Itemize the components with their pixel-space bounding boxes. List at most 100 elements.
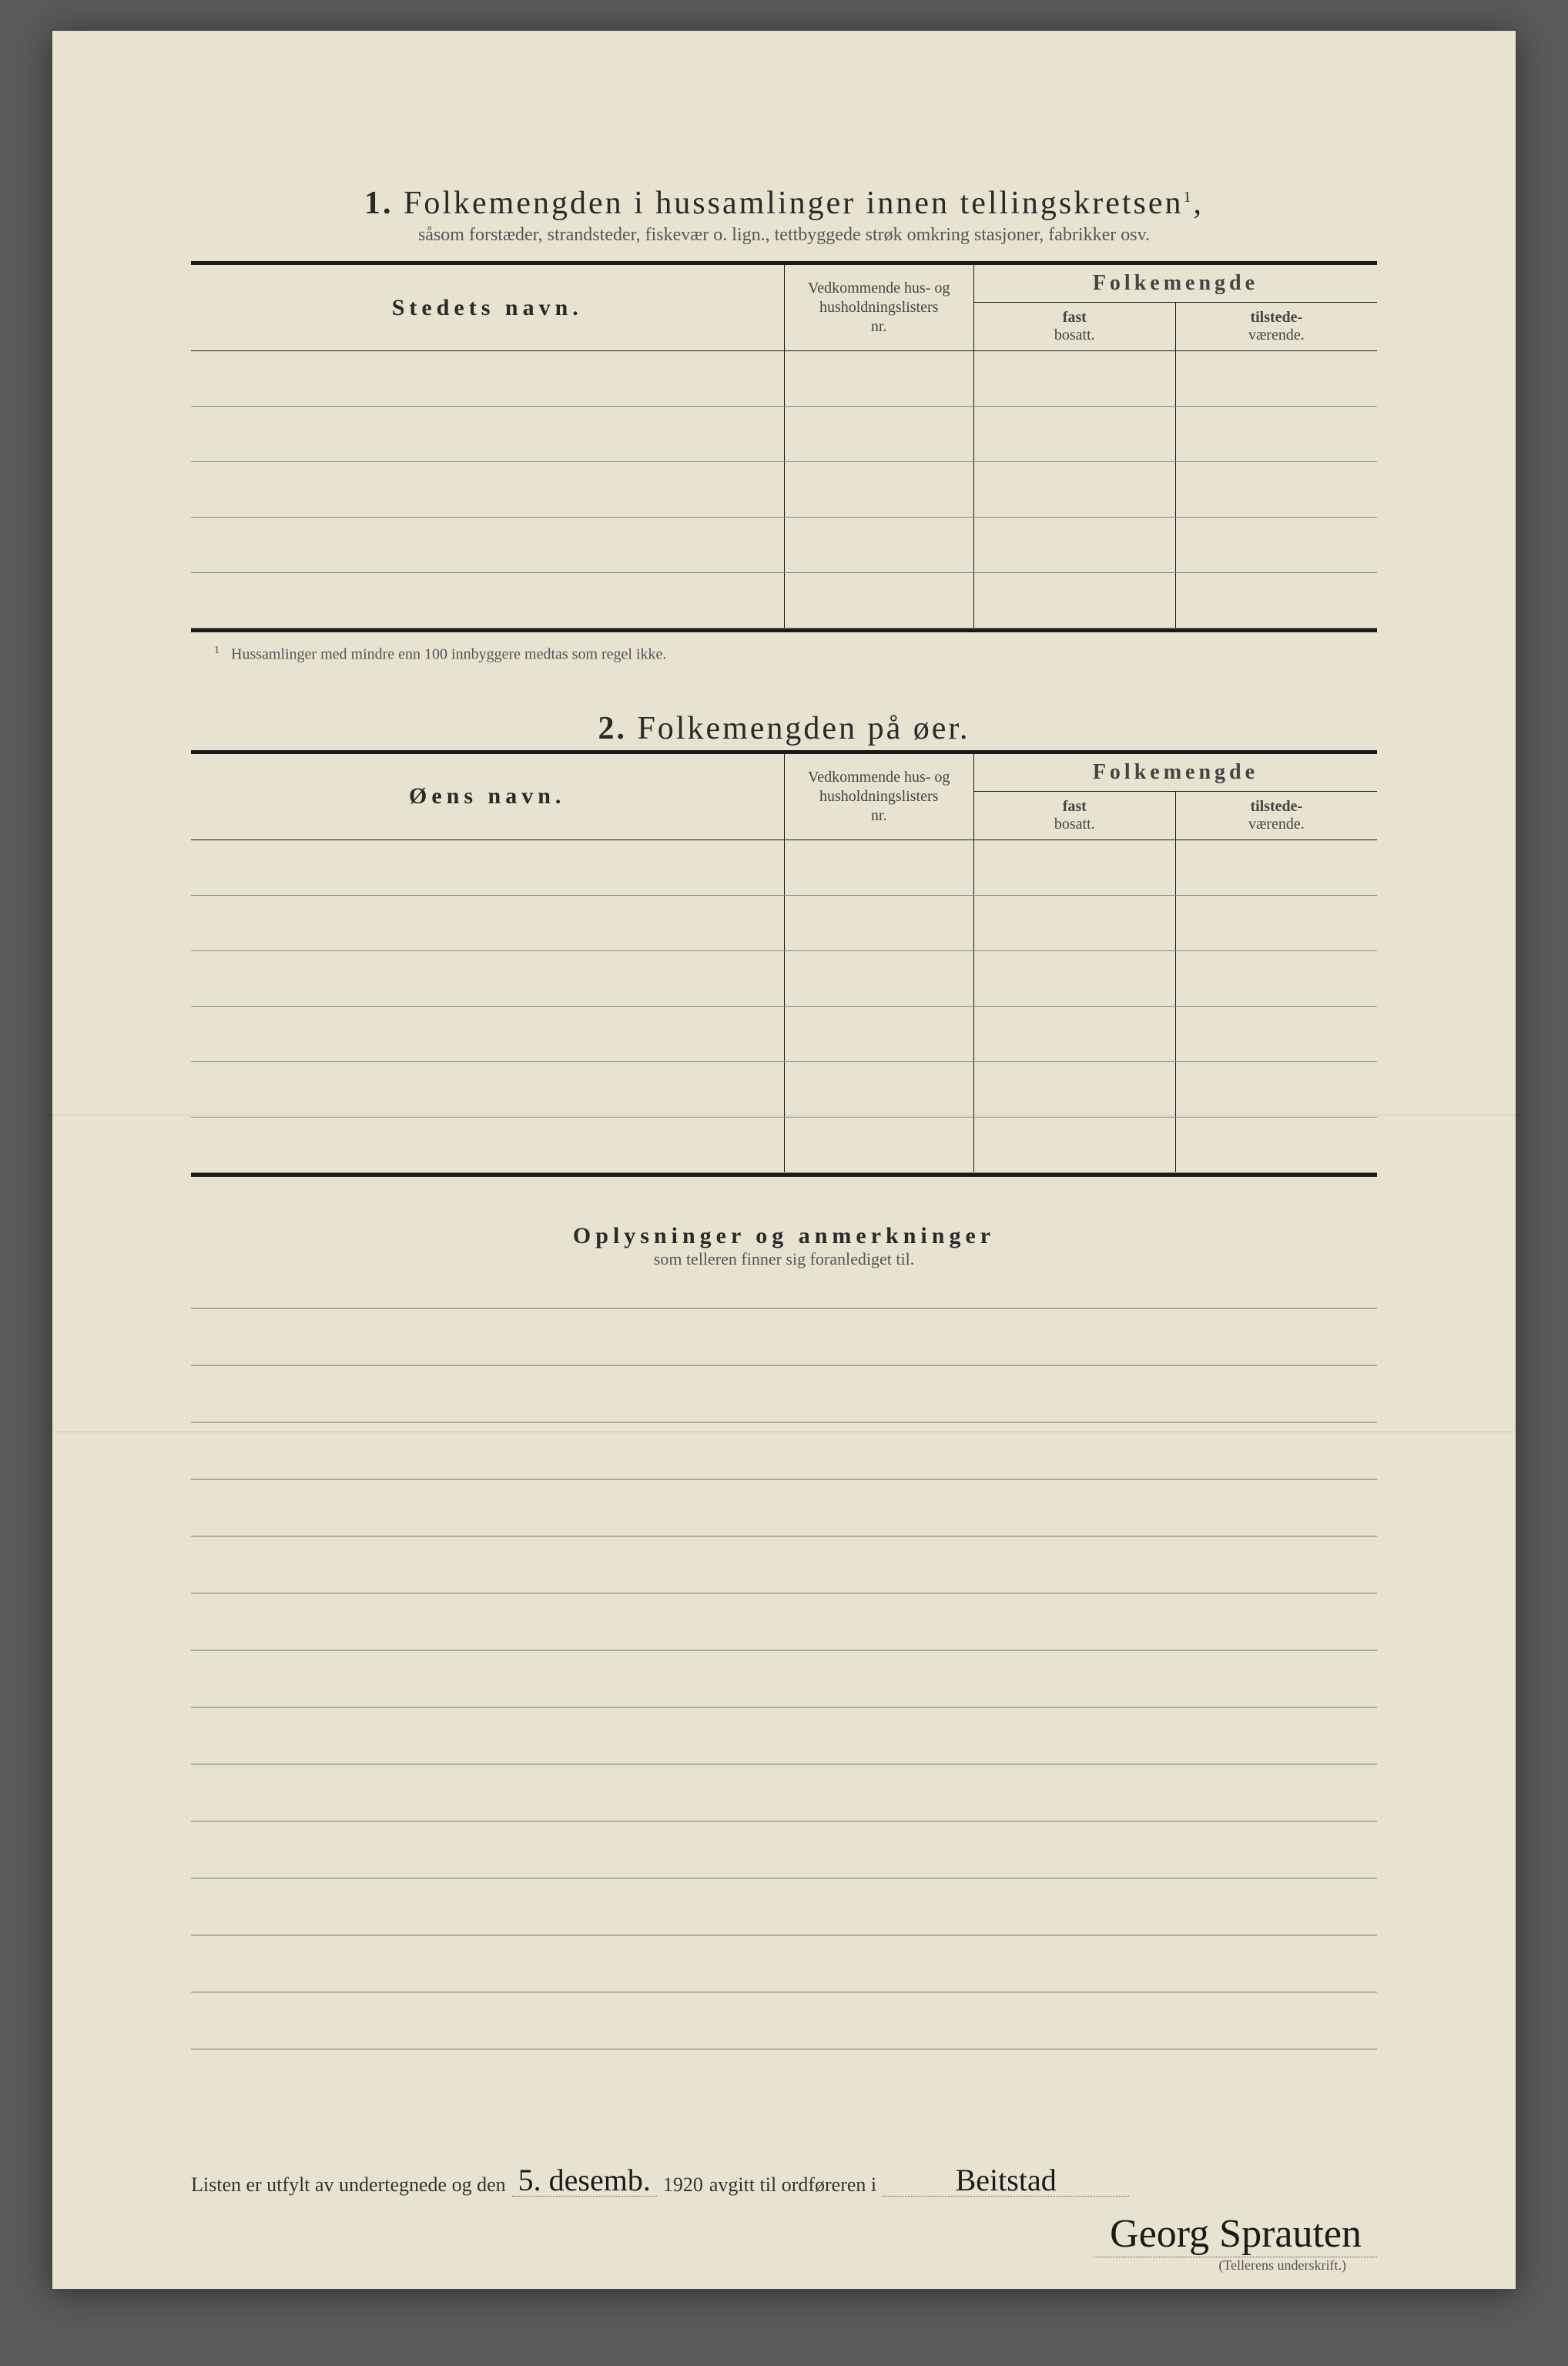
cell-tilstede: [1175, 950, 1377, 1006]
ruled-line: [191, 1821, 1377, 1878]
section1-subtitle: såsom forstæder, strandsteder, fiskevær …: [191, 225, 1377, 246]
table-row: [191, 839, 1377, 895]
cell-tilstede: [1175, 1117, 1377, 1172]
table-row: [191, 462, 1377, 518]
cell-name: [191, 573, 784, 628]
ruled-line: [191, 1707, 1377, 1764]
table-row: [191, 1006, 1377, 1061]
cell-name: [191, 462, 784, 518]
section3-title: Oplysninger og anmerkninger: [191, 1223, 1377, 1249]
section1-title-main: Folkemengden i hussamlinger innen tellin…: [404, 186, 1184, 221]
ruled-line: [191, 1594, 1377, 1651]
cell-name: [191, 950, 784, 1006]
cell-fast: [973, 351, 1175, 407]
cell-fast: [973, 518, 1175, 573]
section1-title-sup: 1: [1184, 189, 1194, 206]
col-tilstede: tilstede- værende.: [1175, 303, 1377, 351]
cell-nr: [784, 839, 973, 895]
cell-tilstede: [1175, 839, 1377, 895]
table-row: [191, 407, 1377, 462]
section2-number: 2.: [598, 711, 627, 746]
cell-name: [191, 407, 784, 462]
section1-title: 1. Folkemengden i hussamlinger innen tel…: [191, 185, 1377, 222]
cell-tilstede: [1175, 518, 1377, 573]
ruled-line: [191, 1992, 1377, 2049]
cell-nr: [784, 573, 973, 628]
section3-subtitle: som telleren finner sig foranlediget til…: [191, 1249, 1377, 1269]
cell-nr: [784, 351, 973, 407]
sig-year: 1920: [663, 2173, 703, 2197]
section2-title-main: Folkemengden på øer.: [637, 711, 970, 746]
table-row: [191, 1117, 1377, 1172]
col-fast: fast bosatt.: [973, 303, 1175, 351]
table-row: [191, 895, 1377, 950]
cell-nr: [784, 1061, 973, 1117]
sig-name-handwritten: Georg Sprauten: [1094, 2211, 1377, 2257]
sig-place-handwritten: Beitstad: [883, 2165, 1129, 2197]
ruled-line: [191, 1309, 1377, 1366]
ruled-line: [191, 1537, 1377, 1594]
cell-name: [191, 839, 784, 895]
sig-prefix: Listen er utfylt av undertegnede og den: [191, 2173, 506, 2197]
col-folkemengde: Folkemengde: [973, 265, 1377, 303]
cell-fast: [973, 462, 1175, 518]
cell-nr: [784, 462, 973, 518]
cell-nr: [784, 407, 973, 462]
sig-caption: (Tellerens underskrift.): [1218, 2257, 1346, 2274]
col-tilstede: tilstede- værende.: [1175, 791, 1377, 839]
cell-name: [191, 1006, 784, 1061]
cell-fast: [973, 950, 1175, 1006]
table-row: [191, 351, 1377, 407]
col-oens-navn: Øens navn.: [191, 754, 784, 840]
section2-title: 2. Folkemengden på øer.: [191, 710, 1377, 747]
cell-name: [191, 518, 784, 573]
section1-table: Stedets navn. Vedkommende hus- og hushol…: [191, 265, 1377, 628]
section1-footnote: 1 Hussamlinger med mindre enn 100 innbyg…: [191, 632, 1377, 710]
table-row: [191, 1061, 1377, 1117]
cell-name: [191, 895, 784, 950]
section1-number: 1.: [364, 186, 394, 221]
table-row: [191, 573, 1377, 628]
cell-tilstede: [1175, 573, 1377, 628]
cell-nr: [784, 1006, 973, 1061]
cell-fast: [973, 1117, 1175, 1172]
cell-tilstede: [1175, 1006, 1377, 1061]
cell-tilstede: [1175, 351, 1377, 407]
ruled-line: [191, 1878, 1377, 1935]
signature-block: Listen er utfylt av undertegnede og den …: [191, 2165, 1377, 2197]
section2-table: Øens navn. Vedkommende hus- og husholdni…: [191, 754, 1377, 1173]
cell-name: [191, 351, 784, 407]
cell-name: [191, 1117, 784, 1172]
ruled-line: [191, 1480, 1377, 1537]
cell-fast: [973, 839, 1175, 895]
cell-nr: [784, 895, 973, 950]
col-stedets-navn: Stedets navn.: [191, 265, 784, 351]
cell-fast: [973, 895, 1175, 950]
cell-tilstede: [1175, 407, 1377, 462]
cell-tilstede: [1175, 1061, 1377, 1117]
ruled-line: [191, 1651, 1377, 1707]
col-listers-nr: Vedkommende hus- og husholdningslisters …: [784, 754, 973, 840]
table-row: [191, 950, 1377, 1006]
cell-nr: [784, 1117, 973, 1172]
cell-fast: [973, 1006, 1175, 1061]
cell-nr: [784, 518, 973, 573]
ruled-line: [191, 1764, 1377, 1821]
cell-fast: [973, 573, 1175, 628]
census-form-page: 1. Folkemengden i hussamlinger innen tel…: [52, 31, 1516, 2289]
cell-nr: [784, 950, 973, 1006]
col-folkemengde: Folkemengde: [973, 754, 1377, 792]
col-fast: fast bosatt.: [973, 791, 1175, 839]
ruled-line: [191, 1366, 1377, 1423]
ruled-line: [191, 1935, 1377, 1992]
sig-date-handwritten: 5. desemb.: [512, 2165, 657, 2197]
cell-tilstede: [1175, 895, 1377, 950]
cell-fast: [973, 407, 1175, 462]
cell-fast: [973, 1061, 1175, 1117]
cell-name: [191, 1061, 784, 1117]
rule: [191, 1173, 1377, 1177]
cell-tilstede: [1175, 462, 1377, 518]
col-listers-nr: Vedkommende hus- og husholdningslisters …: [784, 265, 973, 351]
sig-mid: avgitt til ordføreren i: [709, 2173, 876, 2197]
section1-title-punct: ,: [1194, 186, 1204, 221]
